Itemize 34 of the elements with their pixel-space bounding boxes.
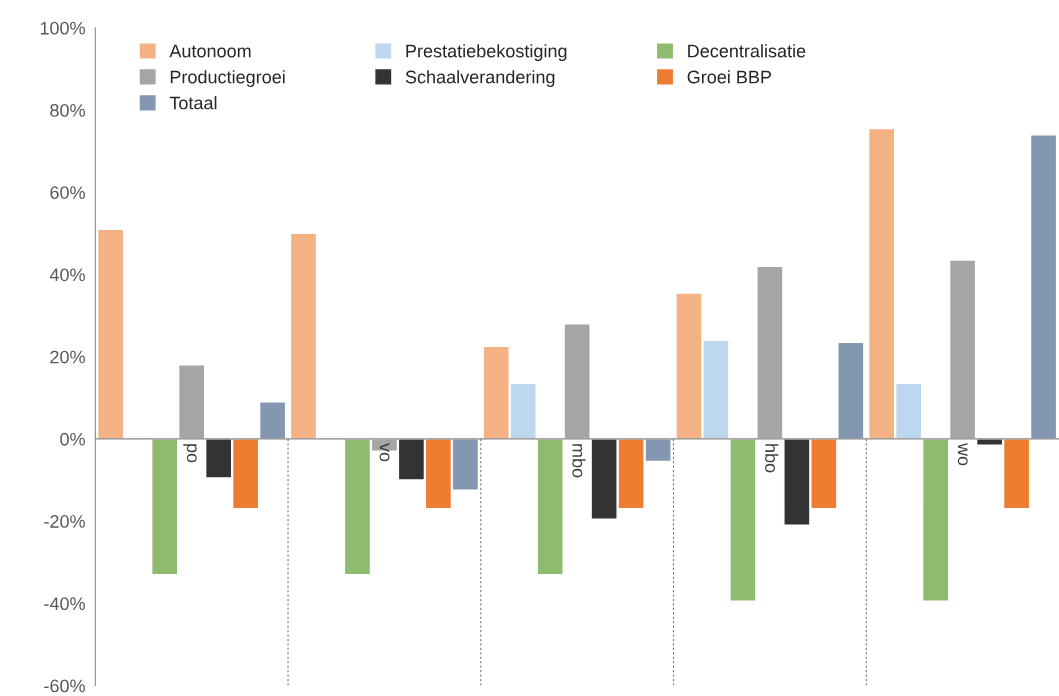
bar <box>563 323 591 440</box>
bar <box>150 438 179 576</box>
y-tick-label: -40% <box>44 597 85 611</box>
bar <box>177 364 206 440</box>
bar <box>756 265 784 440</box>
bar <box>289 232 318 440</box>
y-tick-label: 100% <box>40 21 85 35</box>
x-tick-label: vo <box>379 443 390 462</box>
legend-label: Autonoom <box>169 44 251 58</box>
x-tick-label: mbo <box>572 444 586 478</box>
x-tick-label: po <box>183 444 197 463</box>
y-tick-label: 80% <box>50 103 85 117</box>
x-tick-label: hbo <box>765 444 779 473</box>
y-tick-label: 20% <box>50 350 85 364</box>
y-tick-label: -20% <box>44 515 85 528</box>
legend-label: Groei BBP <box>687 70 772 84</box>
legend-label: Totaal <box>169 96 217 110</box>
legend-label: Decentralisatie <box>688 44 806 58</box>
bar <box>921 438 950 602</box>
bar <box>258 401 287 440</box>
bar <box>948 259 977 440</box>
x-tick-label: wo <box>957 443 968 466</box>
bar <box>97 228 125 440</box>
bar <box>536 438 564 576</box>
y-tick-label: 0% <box>60 432 85 446</box>
y-tick-label: -60% <box>44 679 85 693</box>
legend-label: Schaalverandering <box>405 70 555 87</box>
y-tick-label: 60% <box>50 186 85 199</box>
bar <box>729 438 757 602</box>
legend-label: Prestatiebekostiging <box>406 44 567 62</box>
y-tick-label: 40% <box>49 268 85 282</box>
bar <box>837 341 865 440</box>
bar <box>1029 134 1058 440</box>
legend-label: Productiegroei <box>170 70 285 87</box>
